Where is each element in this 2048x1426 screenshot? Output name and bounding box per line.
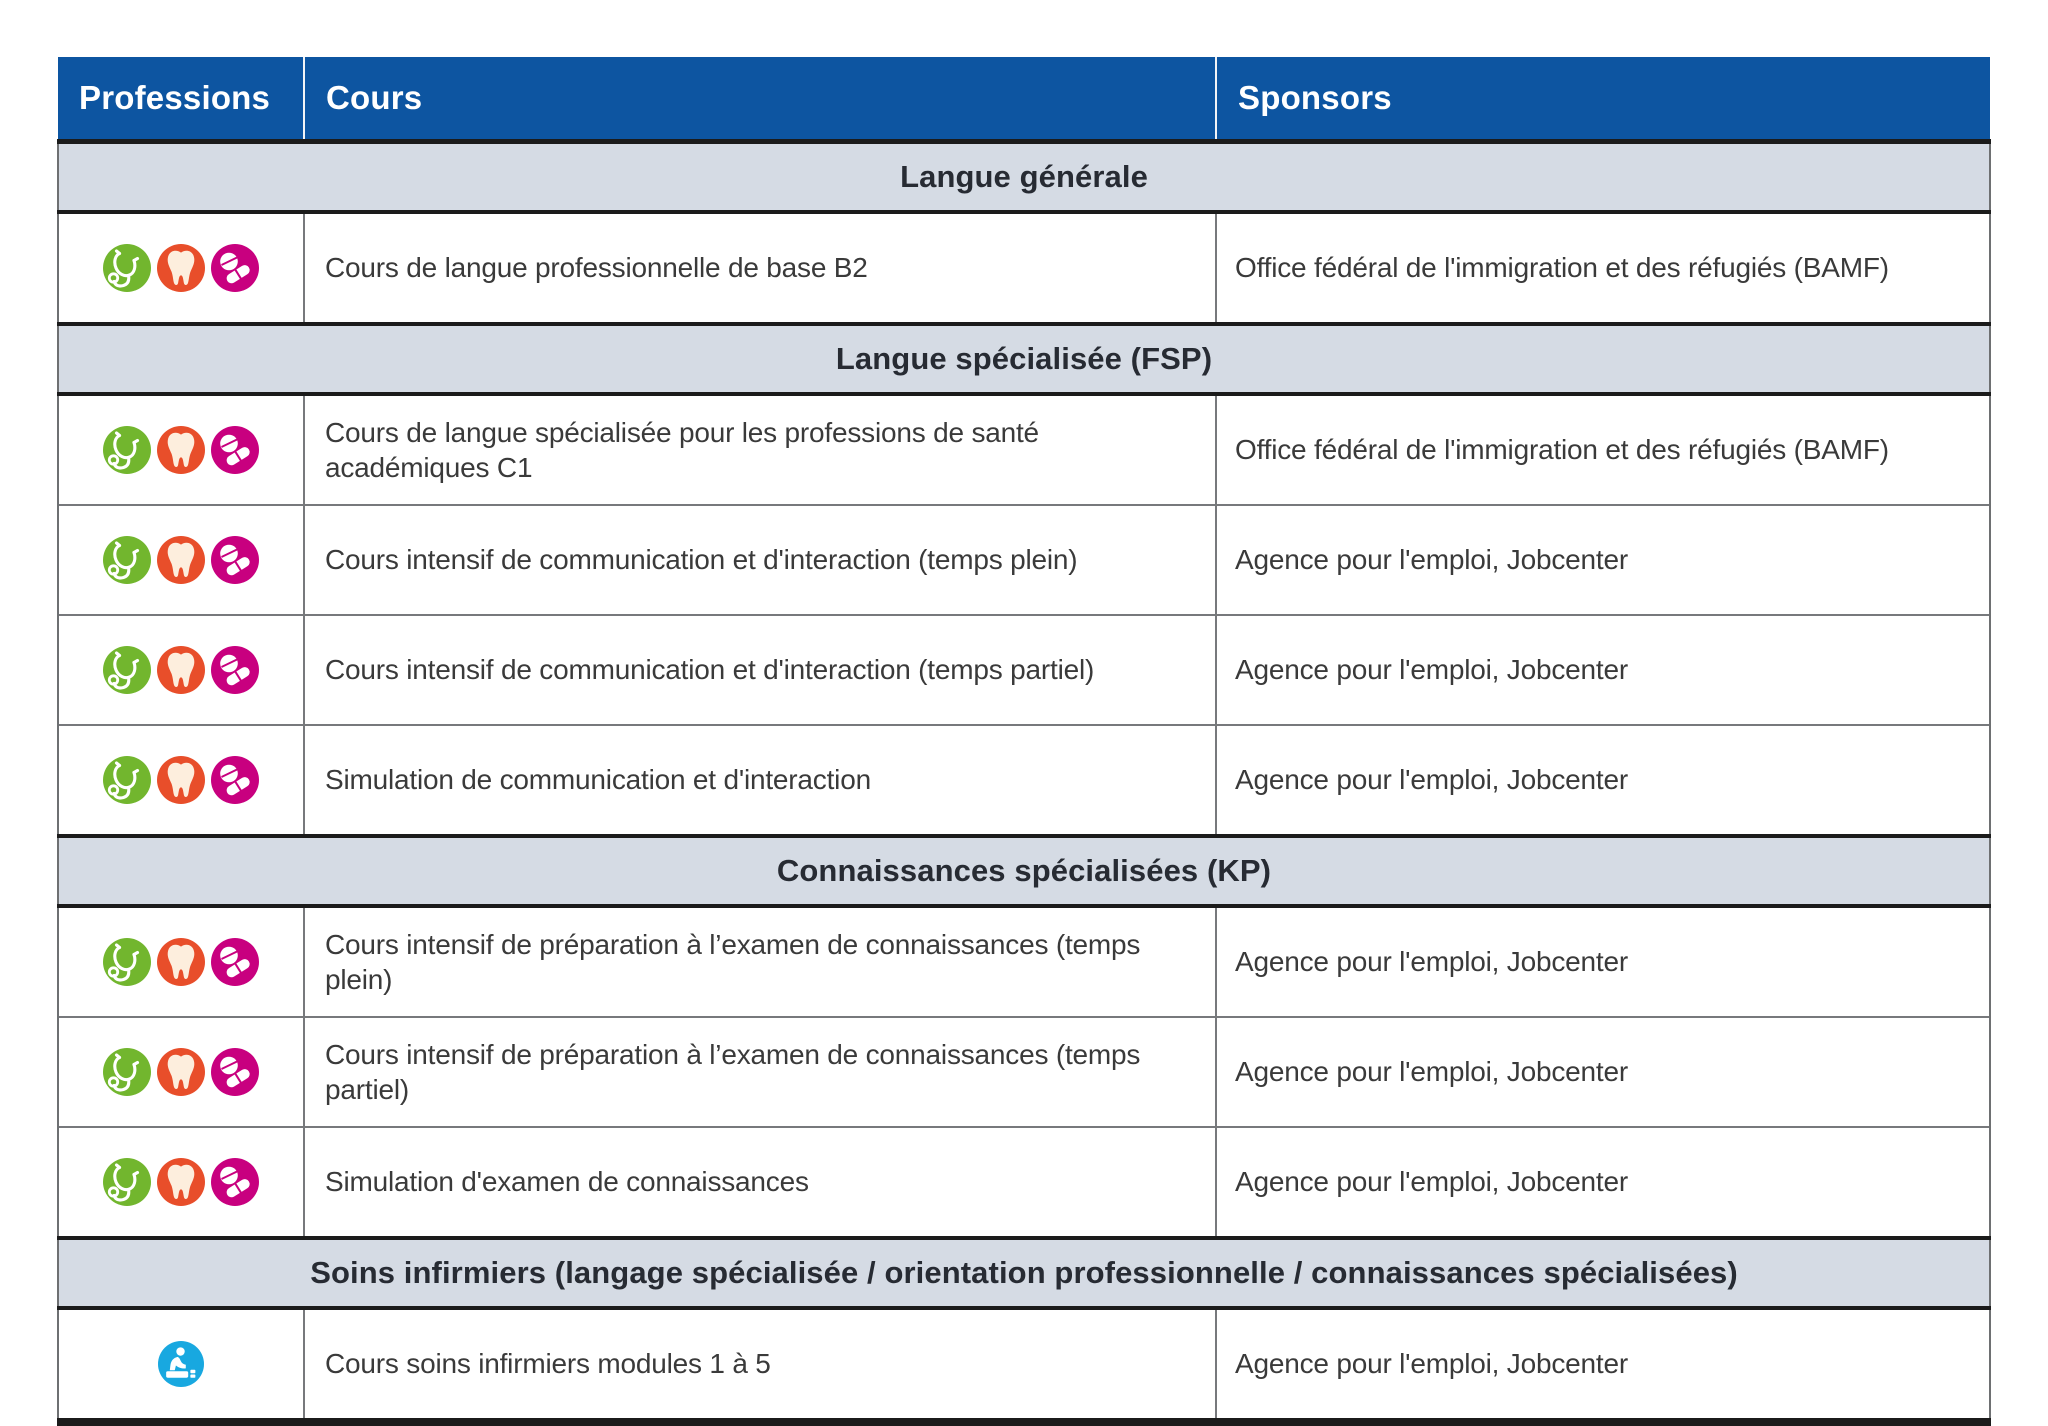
tooth-icon [157, 244, 205, 292]
sponsor-cell: Agence pour l'emploi, Jobcenter [1215, 724, 1991, 836]
course-cell: Cours intensif de communication et d'int… [303, 614, 1216, 725]
table-row: Simulation de communication et d'interac… [57, 724, 1991, 836]
professions-cell [57, 393, 304, 505]
table-header-row: Professions Cours Sponsors [58, 57, 1990, 144]
nursing-icon [158, 1341, 204, 1387]
course-cell: Simulation de communication et d'interac… [303, 724, 1216, 836]
stethoscope-icon [103, 536, 151, 584]
sponsor-cell: Agence pour l'emploi, Jobcenter [1215, 1126, 1991, 1238]
pills-icon [211, 646, 259, 694]
section-header-connaissances-specialisees: Connaissances spécialisées (KP) [57, 834, 1991, 908]
sponsor-cell: Agence pour l'emploi, Jobcenter [1215, 614, 1991, 725]
section-title: Connaissances spécialisées (KP) [57, 834, 1991, 908]
pills-icon [211, 938, 259, 986]
professions-cell [57, 614, 304, 725]
section-header-langue-generale: Langue générale [57, 139, 1991, 214]
stethoscope-icon [103, 938, 151, 986]
section-header-soins-infirmiers: Soins infirmiers (langage spécialisée / … [57, 1236, 1991, 1310]
section-title: Soins infirmiers (langage spécialisée / … [57, 1236, 1991, 1310]
professions-cell [57, 905, 304, 1017]
pills-icon [211, 1158, 259, 1206]
stethoscope-icon [103, 244, 151, 292]
course-cell: Cours de langue professionnelle de base … [303, 211, 1216, 324]
professions-cell [57, 724, 304, 836]
pills-icon [211, 1048, 259, 1096]
table-row: Cours intensif de préparation à l’examen… [57, 1016, 1991, 1127]
stethoscope-icon [103, 1048, 151, 1096]
sponsor-cell: Office fédéral de l'immigration et des r… [1215, 393, 1991, 505]
table-row: Cours intensif de communication et d'int… [57, 614, 1991, 725]
section-title: Langue spécialisée (FSP) [57, 322, 1991, 396]
course-cell: Cours intensif de communication et d'int… [303, 504, 1216, 615]
stethoscope-icon [103, 1158, 151, 1206]
course-cell: Cours de langue spécialisée pour les pro… [303, 393, 1216, 505]
stethoscope-icon [103, 426, 151, 474]
professions-cell [57, 1126, 304, 1238]
tooth-icon [157, 1048, 205, 1096]
professions-cell [57, 504, 304, 615]
table-row: Cours intensif de préparation à l’examen… [57, 905, 1991, 1017]
courses-table: Professions Cours Sponsors Langue généra… [57, 57, 1991, 1426]
table-row: Cours soins infirmiers modules 1 à 5 Age… [57, 1307, 1991, 1422]
sponsor-cell: Office fédéral de l'immigration et des r… [1215, 211, 1991, 324]
column-header-cours: Cours [303, 57, 1216, 144]
table-row: Cours intensif de communication et d'int… [57, 504, 1991, 615]
course-cell: Simulation d'examen de connaissances [303, 1126, 1216, 1238]
tooth-icon [157, 1158, 205, 1206]
table-row: Cours de langue professionnelle de base … [57, 211, 1991, 324]
section-title: Langue générale [57, 139, 1991, 214]
professions-cell [57, 1307, 304, 1422]
pills-icon [211, 536, 259, 584]
column-header-professions: Professions [58, 57, 304, 144]
table-row: Simulation d'examen de connaissances Age… [57, 1126, 1991, 1238]
column-header-sponsors: Sponsors [1215, 57, 1990, 144]
professions-cell [57, 1016, 304, 1127]
stethoscope-icon [103, 646, 151, 694]
table-row: Cours de langue spécialisée pour les pro… [57, 393, 1991, 505]
stethoscope-icon [103, 756, 151, 804]
course-table-container: Professions Cours Sponsors Langue généra… [57, 57, 1991, 1426]
tooth-icon [157, 756, 205, 804]
tooth-icon [157, 426, 205, 474]
section-header-langue-specialisee: Langue spécialisée (FSP) [57, 322, 1991, 396]
pills-icon [211, 244, 259, 292]
course-cell: Cours intensif de préparation à l’examen… [303, 1016, 1216, 1127]
pills-icon [211, 426, 259, 474]
tooth-icon [157, 646, 205, 694]
sponsor-cell: Agence pour l'emploi, Jobcenter [1215, 504, 1991, 615]
tooth-icon [157, 536, 205, 584]
sponsor-cell: Agence pour l'emploi, Jobcenter [1215, 905, 1991, 1017]
sponsor-cell: Agence pour l'emploi, Jobcenter [1215, 1307, 1991, 1422]
professions-cell [57, 211, 304, 324]
course-cell: Cours intensif de préparation à l’examen… [303, 905, 1216, 1017]
pills-icon [211, 756, 259, 804]
tooth-icon [157, 938, 205, 986]
course-cell: Cours soins infirmiers modules 1 à 5 [303, 1307, 1216, 1422]
sponsor-cell: Agence pour l'emploi, Jobcenter [1215, 1016, 1991, 1127]
